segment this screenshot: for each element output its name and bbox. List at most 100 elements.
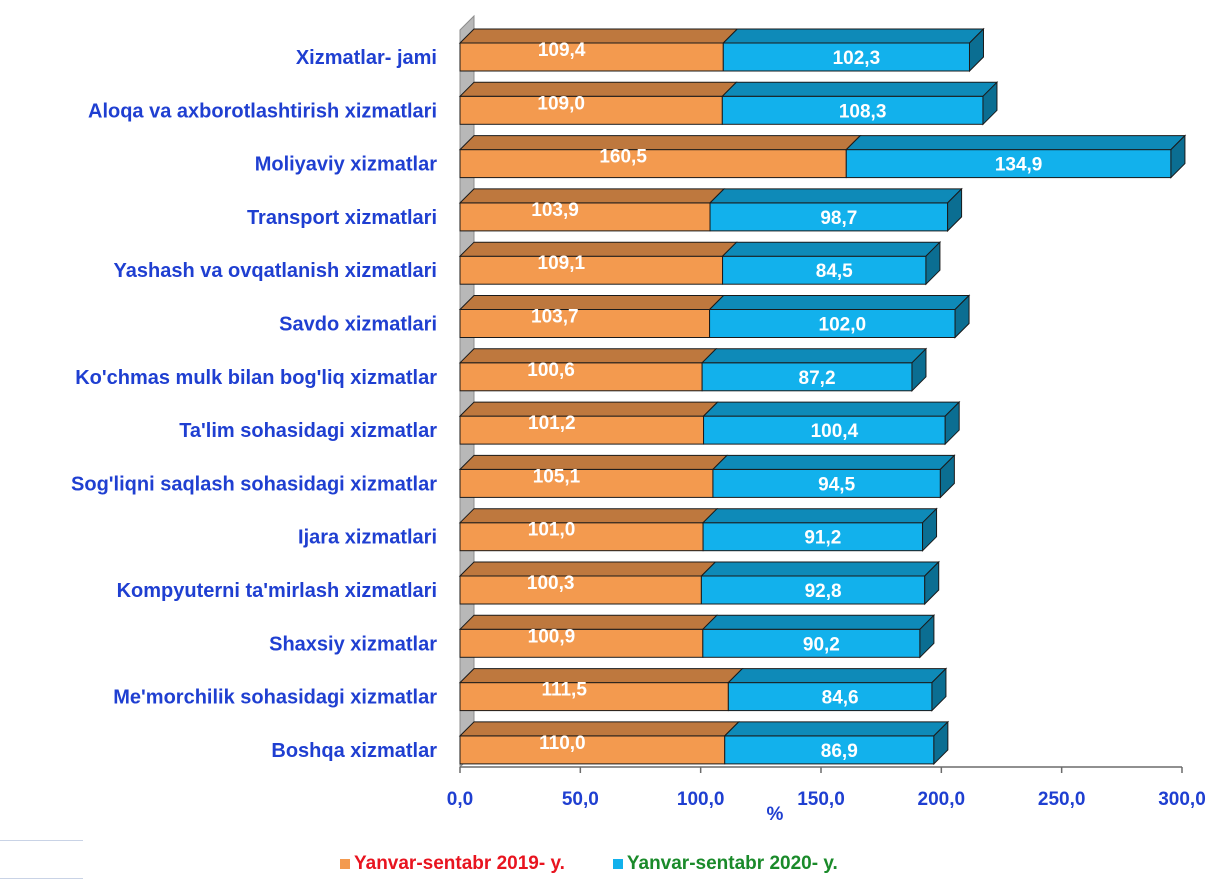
data-label: 134,9 (995, 155, 1043, 176)
bar-2019: 111,5 (458, 668, 744, 712)
bar-top (458, 28, 739, 44)
bar-side (954, 294, 970, 339)
bar-front (700, 575, 926, 605)
bar-2019: 100,6 (458, 348, 718, 392)
bar-2020: 102,0 (708, 294, 971, 339)
legend-swatch-2019 (340, 859, 350, 869)
bar-2020: 90,2 (701, 614, 936, 659)
x-tick-label: 200,0 (918, 789, 966, 810)
data-label: 109,1 (538, 253, 586, 274)
x-tick-label: 0,0 (447, 789, 473, 810)
bar-side (931, 667, 947, 712)
data-label: 84,6 (822, 688, 859, 709)
bar-front (459, 735, 726, 765)
category-label: Savdo xizmatlari (279, 314, 437, 336)
category-label: Ta'lim sohasidagi xizmatlar (179, 420, 437, 442)
bar-2020: 108,3 (721, 81, 999, 126)
data-label: 98,7 (820, 208, 857, 229)
category-label: Me'morchilik sohasidagi xizmatlar (113, 687, 437, 709)
bar-top (845, 135, 1187, 151)
data-label: 100,9 (528, 626, 576, 647)
bar-front (459, 575, 702, 605)
bar-2020: 91,2 (701, 507, 938, 552)
bar-2020: 134,9 (845, 134, 1187, 179)
bar-2019: 160,5 (458, 135, 862, 179)
bar-top (458, 188, 726, 204)
divider-line-top (0, 840, 83, 841)
bar-top (727, 668, 948, 684)
bar-side (944, 400, 960, 446)
data-label: 108,3 (839, 101, 887, 122)
bar-2020: 94,5 (711, 454, 956, 499)
x-tick-label: 300,0 (1158, 789, 1206, 810)
bar-2020: 87,2 (700, 347, 928, 393)
bar-2020: 102,3 (722, 27, 985, 73)
bar-2019: 101,2 (458, 401, 719, 445)
bar-front (702, 628, 921, 658)
bar-top (458, 241, 738, 257)
divider-line-bottom (0, 878, 83, 879)
category-label: Moliyaviy xizmatlar (255, 154, 438, 176)
bar-side (1170, 134, 1186, 179)
bar-2019: 109,1 (458, 241, 738, 285)
bar-top (458, 401, 719, 417)
bar-top (708, 188, 963, 204)
bar-front (459, 42, 724, 72)
bar-2019: 105,1 (458, 454, 729, 498)
bar-front (727, 682, 933, 712)
bar-top (721, 81, 999, 97)
data-label: 86,9 (821, 741, 858, 762)
x-tick-label: 250,0 (1038, 789, 1086, 810)
bar-front (459, 149, 847, 179)
legend-label-2019: Yanvar-sentabr 2019- y. (354, 853, 565, 874)
bar-front (709, 202, 949, 232)
bar-side (925, 240, 941, 286)
data-label: 103,9 (531, 200, 579, 221)
bar-front (459, 95, 723, 125)
bar-top (701, 508, 938, 524)
bar-2019: 110,0 (458, 721, 740, 765)
bar-front (459, 309, 711, 338)
bar-side (924, 560, 940, 606)
data-label: 105,1 (533, 466, 581, 487)
bar-2019: 109,0 (458, 81, 738, 125)
bar-top (701, 614, 936, 630)
data-label: 84,5 (816, 261, 853, 282)
bar-side (939, 454, 955, 499)
legend-swatch-2020 (612, 859, 623, 869)
bar-top (458, 348, 718, 364)
data-label: 100,3 (527, 573, 575, 594)
bar-front (703, 415, 946, 445)
data-label: 91,2 (804, 528, 841, 549)
category-label: Boshqa xizmatlar (271, 740, 437, 762)
bar-2019: 103,9 (458, 188, 726, 232)
category-label: Xizmatlar- jami (296, 47, 437, 69)
bar-top (458, 614, 719, 630)
bar-2020: 98,7 (708, 187, 963, 233)
data-label: 100,4 (811, 421, 859, 442)
data-label: 100,6 (527, 360, 575, 381)
data-label: 160,5 (599, 147, 647, 168)
bar-front (722, 255, 927, 285)
bar-side (947, 187, 963, 233)
category-label: Kompyuterni ta'mirlash xizmatlari (117, 580, 437, 602)
bar-top (721, 241, 942, 257)
bar-2020: 92,8 (700, 560, 940, 606)
bar-2019: 103,7 (458, 295, 725, 338)
data-label: 111,5 (541, 680, 587, 701)
x-tick-label: 150,0 (797, 789, 845, 810)
bar-side (933, 720, 949, 766)
bar-top (458, 135, 862, 151)
bar-2019: 100,9 (458, 614, 719, 658)
data-label: 87,2 (799, 368, 836, 389)
bar-2019: 109,4 (458, 28, 739, 72)
bar-2020: 84,5 (721, 240, 942, 286)
bar-front (459, 468, 714, 498)
bar-front (459, 522, 704, 552)
bar-top (458, 721, 740, 737)
bar-side (982, 81, 998, 126)
bar-top (700, 348, 928, 364)
category-label: Sog'liqni saqlash sohasidagi xizmatlar (71, 473, 437, 495)
data-label: 94,5 (818, 474, 855, 495)
bar-side (968, 27, 984, 73)
